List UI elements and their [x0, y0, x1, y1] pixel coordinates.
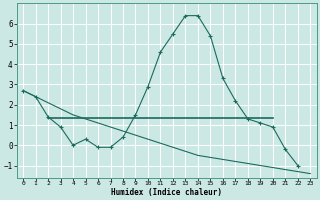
- X-axis label: Humidex (Indice chaleur): Humidex (Indice chaleur): [111, 188, 222, 197]
